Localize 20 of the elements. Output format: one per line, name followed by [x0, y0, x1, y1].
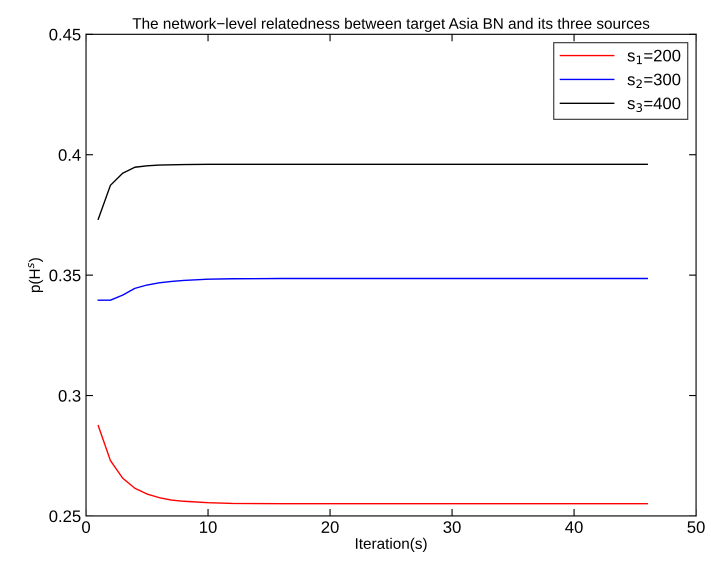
x-tick-label: 40	[565, 521, 583, 534]
y-tick-label: 0.45	[49, 28, 80, 41]
x-axis-title: Iteration(s)	[356, 538, 427, 552]
y-tick-label: 0.3	[58, 390, 80, 402]
y-tick-label: 0.35	[49, 270, 80, 282]
x-tick-label: 50	[687, 521, 705, 534]
y-axis-title: p(H$^{s}$)	[28, 258, 44, 292]
x-tick-label: 10	[200, 521, 217, 534]
legend-label: s$_{2}$=300	[628, 74, 680, 88]
line-series	[98, 424, 648, 504]
legend-label: s$_{3}$=400	[628, 97, 680, 112]
line-series	[98, 278, 648, 301]
y-tick-label: 0.4	[58, 149, 81, 161]
x-tick-label: 30	[443, 521, 461, 534]
y-tick-label: 0.25	[49, 510, 80, 522]
line-series	[98, 164, 648, 220]
x-tick-label: 20	[322, 521, 339, 534]
chart-title: The network−level relatedness between target Asia BN and its three sources	[132, 18, 650, 32]
x-tick-label: 0	[82, 521, 90, 534]
legend-label: s$_{1}$=200	[628, 50, 680, 64]
